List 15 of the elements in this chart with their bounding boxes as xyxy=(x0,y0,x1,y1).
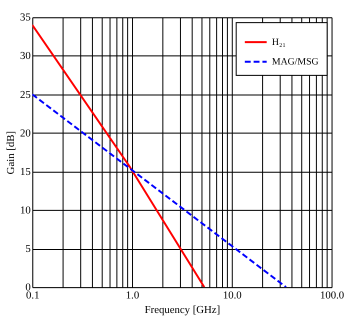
legend-label: MAG/MSG xyxy=(272,56,319,68)
x-tick-label: 10.0 xyxy=(222,289,242,302)
y-tick-label: 10 xyxy=(20,204,31,216)
x-tick-label: 0.1 xyxy=(26,289,40,302)
y-tick-label: 30 xyxy=(20,50,31,62)
y-tick-label: 25 xyxy=(20,88,31,101)
y-axis-title: Gain [dB] xyxy=(5,131,18,174)
legend-label: H₂₁ xyxy=(272,37,286,48)
y-tick-label: 35 xyxy=(20,12,31,24)
y-tick-label: 15 xyxy=(20,166,31,178)
y-tick-label: 5 xyxy=(25,243,31,256)
x-tick-label: 100.0 xyxy=(320,289,344,302)
y-tick-label: 20 xyxy=(20,127,31,140)
x-tick-label: 1.0 xyxy=(126,289,140,302)
x-axis-title: Frequency [GHz] xyxy=(144,304,220,316)
